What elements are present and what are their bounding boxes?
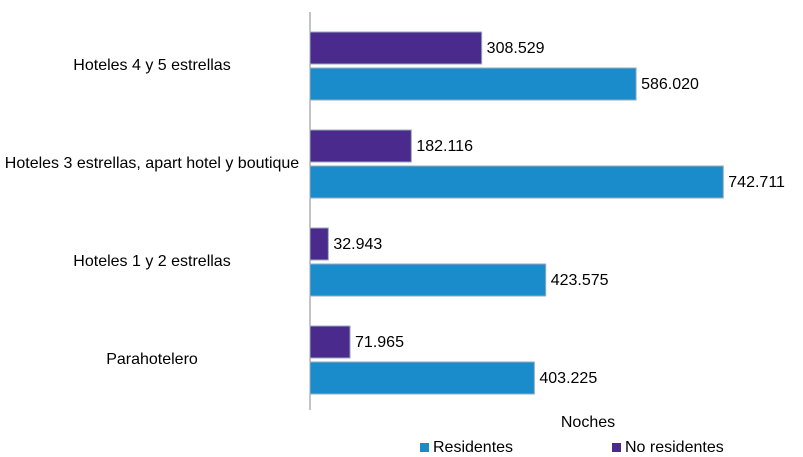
value-label: 182.116 (416, 138, 473, 155)
bar (309, 129, 412, 163)
bar (309, 263, 547, 297)
bar (309, 67, 637, 101)
value-label: 423.575 (551, 272, 609, 289)
legend-swatch (420, 443, 429, 452)
value-label: 586.020 (641, 76, 699, 93)
bar (309, 227, 329, 261)
category-label: Hoteles 1 y 2 estrellas (73, 253, 231, 270)
category-label: Parahotelero (106, 351, 198, 368)
value-label: 308.529 (487, 40, 545, 57)
legend-swatch (612, 443, 621, 452)
category-label: Hoteles 4 y 5 estrellas (73, 57, 231, 74)
legend-label: Residentes (433, 439, 513, 456)
value-label: 403.225 (539, 370, 597, 387)
x-axis-label: Noches (561, 414, 615, 431)
category-label: Hoteles 3 estrellas, apart hotel y bouti… (4, 155, 300, 172)
bar (309, 31, 483, 65)
bar (309, 361, 535, 395)
value-label: 742.711 (728, 174, 785, 191)
bar (309, 165, 724, 199)
value-label: 32.943 (333, 236, 382, 253)
legend-label: No residentes (625, 439, 724, 456)
value-label: 71.965 (355, 334, 404, 351)
bar (309, 325, 351, 359)
